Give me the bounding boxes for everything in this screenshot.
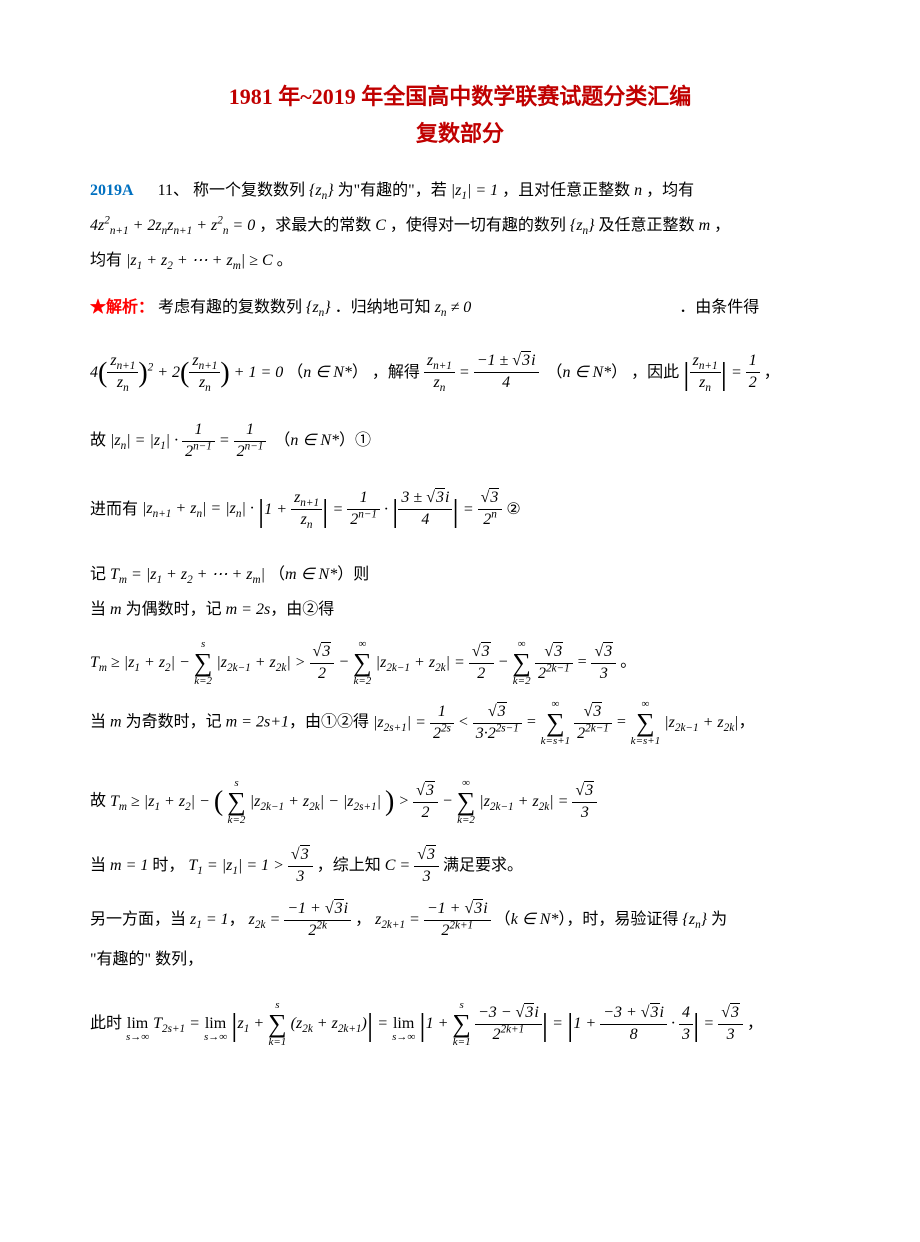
text: 满足要求。 <box>443 857 523 874</box>
text: ，且对任意正整数 <box>502 182 630 199</box>
other-side: 另一方面，当 z1 = 1， z2k = −1 + 3i22k ， z2k+1 … <box>90 899 830 977</box>
text: 进而有 <box>90 500 138 517</box>
text: ．由条件得 <box>679 299 759 316</box>
text: ， <box>764 363 780 380</box>
year-label: 2019A <box>90 182 134 199</box>
text: 称一个复数数列 <box>193 182 305 199</box>
text: 及任意正整数 <box>599 217 695 234</box>
solution-label: ★解析： <box>90 299 154 316</box>
subtitle: 复数部分 <box>90 113 830 155</box>
eq-line-1: 4(zn+1zn)2 + 2(zn+1zn) + 1 = 0 （n ∈ N*） … <box>90 338 830 408</box>
cond: （n ∈ N*） <box>287 363 368 380</box>
text: ， <box>714 217 730 234</box>
text: 考虑有趣的复数数列 <box>158 299 302 316</box>
main-title: 1981 年~2019 年全国高中数学联赛试题分类汇编 <box>90 80 830 113</box>
tm-def: 记 Tm = |z1 + z2 + ⋯ + zm| （m ∈ N*）则 当 m … <box>90 557 830 627</box>
problem-equation: 4z2n+1 + 2znzn+1 + z2n = 0 <box>90 217 255 234</box>
text: 。 <box>277 252 293 269</box>
text: ，因此 <box>631 363 679 380</box>
text: 此时 <box>90 1015 122 1032</box>
odd-case: 当 m 为奇数时，记 m = 2s+1，由①②得 |z2s+1| = 122s … <box>90 699 830 747</box>
text: 故 <box>90 432 106 449</box>
text: ，解得 <box>372 363 420 380</box>
tag: ② <box>506 500 520 517</box>
text: 当 m 为偶数时，记 m = 2s，由②得 <box>90 601 334 618</box>
eq-line-2: 故 |zn| = |z1| · 12n−1 = 12n−1 （n ∈ N*）① <box>90 420 830 463</box>
text: 均有 <box>90 252 122 269</box>
eq-even: Tm ≥ |z1 + z2| − s∑k=2 |z2k−1 + z2k| > 3… <box>90 639 830 687</box>
eq-odd-2: 故 Tm ≥ |z1 + z2| − ( s∑k=2 |z2k−1 + z2k|… <box>90 771 830 833</box>
problem-number: 11、 <box>158 182 189 199</box>
solution-intro: ★解析： 考虑有趣的复数数列 {zn} ．归纳地可知 zn ≠ 0 ．由条件得 <box>90 290 830 325</box>
text: 记 <box>90 566 106 583</box>
limit-line: 此时 lims→∞ T2s+1 = lims→∞ |z1 + s∑k=1 (z2… <box>90 989 830 1059</box>
text: ．归纳地可知 <box>335 299 431 316</box>
text: 故 <box>90 793 106 810</box>
text: ，求最大的常数 <box>259 217 371 234</box>
text: "有趣的" 数列， <box>90 951 203 968</box>
m1-case: 当 m = 1 时， T1 = |z1| = 1 > 33 ，综上知 C = 3… <box>90 845 830 888</box>
problem-paragraph: 2019A 11、 称一个复数数列 {zn} 为"有趣的"，若 |z1| = 1… <box>90 173 830 279</box>
eq-line-3: 进而有 |zn+1 + zn| = |zn| · |1 + zn+1zn| = … <box>90 475 830 545</box>
text: 另一方面，当 <box>90 911 186 928</box>
text: ，均有 <box>646 182 694 199</box>
text: 为"有趣的"，若 <box>338 182 447 199</box>
document-page: 1981 年~2019 年全国高中数学联赛试题分类汇编 复数部分 2019A 1… <box>0 0 920 1132</box>
text: ，使得对一切有趣的数列 <box>390 217 566 234</box>
